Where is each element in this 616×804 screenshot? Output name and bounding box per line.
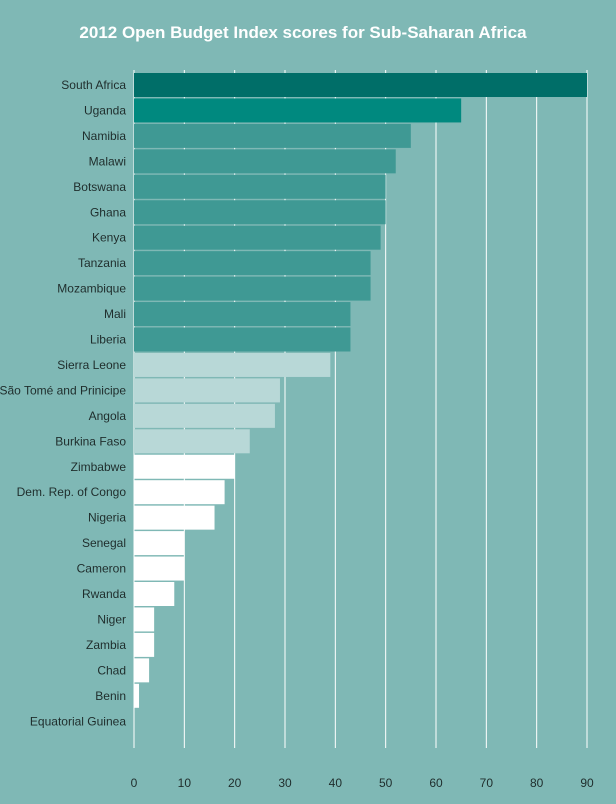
category-label: Zimbabwe — [71, 460, 127, 474]
category-label: Sierra Leone — [57, 358, 126, 372]
x-tick-label-80: 80 — [530, 776, 544, 790]
category-label: Rwanda — [82, 587, 126, 601]
category-label: São Tomé and Prinicipe — [0, 383, 126, 397]
x-tick-label-0: 0 — [131, 776, 138, 790]
category-label: Burkina Faso — [55, 434, 126, 448]
x-tick-label-40: 40 — [329, 776, 343, 790]
category-label: Chad — [97, 663, 126, 677]
x-tick-label-90: 90 — [580, 776, 594, 790]
category-label: Senegal — [82, 536, 126, 550]
bar-namibia — [134, 123, 411, 148]
bars-layer — [134, 73, 587, 708]
bar-malawi — [134, 149, 396, 174]
x-axis-ticks: 0 10 20 30 40 50 60 70 80 90 — [131, 776, 594, 790]
bar-mozambique — [134, 276, 371, 301]
category-label: South Africa — [61, 78, 126, 92]
category-label: Mozambique — [57, 282, 126, 296]
bar-south-africa — [134, 73, 587, 97]
category-label: Botswana — [73, 180, 126, 194]
bar-sierra-leone — [134, 352, 331, 377]
x-tick-label-70: 70 — [480, 776, 494, 790]
bar-liberia — [134, 327, 351, 352]
bar-zambia — [134, 632, 155, 657]
category-label: Mali — [104, 307, 126, 321]
bar-niger — [134, 607, 155, 632]
bar-angola — [134, 403, 275, 428]
category-label: Dem. Rep. of Congo — [17, 485, 127, 499]
x-tick-label-30: 30 — [278, 776, 292, 790]
bar-zimbabwe — [134, 454, 235, 479]
bar-tanzania — [134, 251, 371, 276]
x-tick-label-50: 50 — [379, 776, 393, 790]
bar-ghana — [134, 200, 386, 225]
bar-s-o-tom-and-prinicipe — [134, 378, 280, 403]
bar-cameron — [134, 556, 185, 581]
chart-title: 2012 Open Budget Index scores for Sub-Sa… — [79, 23, 527, 42]
category-label: Malawi — [89, 154, 126, 168]
bar-dem-rep-of-congo — [134, 480, 225, 505]
bar-mali — [134, 302, 351, 327]
category-label: Uganda — [84, 103, 126, 117]
category-label: Tanzania — [78, 256, 126, 270]
bar-kenya — [134, 225, 381, 250]
x-tick-label-60: 60 — [429, 776, 443, 790]
category-label: Nigeria — [88, 511, 126, 525]
bar-chad — [134, 658, 150, 683]
category-label: Angola — [89, 409, 127, 423]
category-label: Benin — [95, 689, 126, 703]
bar-botswana — [134, 174, 386, 199]
category-label: Zambia — [86, 638, 126, 652]
bar-senegal — [134, 531, 185, 556]
category-label: Namibia — [82, 129, 126, 143]
bar-rwanda — [134, 582, 175, 606]
category-label: Equatorial Guinea — [30, 714, 126, 728]
x-tick-label-20: 20 — [228, 776, 242, 790]
bar-nigeria — [134, 505, 215, 530]
bar-uganda — [134, 98, 462, 123]
category-label: Niger — [97, 612, 126, 626]
bar-burkina-faso — [134, 429, 250, 454]
category-label: Cameron — [77, 562, 126, 576]
bar-benin — [134, 683, 140, 708]
category-label: Kenya — [92, 231, 126, 245]
category-label: Ghana — [90, 205, 126, 219]
category-label: Liberia — [90, 333, 126, 347]
category-labels: South Africa Uganda Namibia Malawi Botswana G… — [0, 78, 126, 728]
x-tick-label-10: 10 — [178, 776, 192, 790]
